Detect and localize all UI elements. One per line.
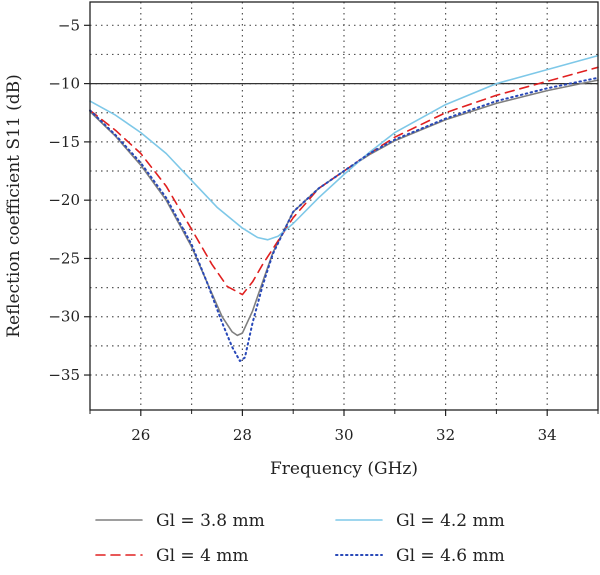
x-tick-label: 34 bbox=[538, 426, 557, 444]
grid-lines bbox=[90, 2, 598, 410]
x-tick-label: 28 bbox=[233, 426, 252, 444]
y-axis-title: Reflection coefficient S11 (dB) bbox=[4, 74, 24, 338]
legend-label-3: Gl = 4.2 mm bbox=[396, 511, 505, 531]
x-tick-label: 30 bbox=[334, 426, 353, 444]
series-line-3 bbox=[89, 54, 599, 241]
x-axis-title: Frequency (GHz) bbox=[270, 459, 418, 479]
y-tick-label: −35 bbox=[48, 366, 80, 384]
y-tick-label: −10 bbox=[48, 75, 80, 93]
y-tick-label: −20 bbox=[48, 191, 80, 209]
legend-label-1: Gl = 3.8 mm bbox=[156, 511, 265, 531]
axis-ticks: 26 28 30 32 34 −5 −10 −15 −20 −25 −30 −35 bbox=[48, 16, 599, 444]
y-tick-label: −25 bbox=[48, 249, 80, 267]
y-tick-label: −15 bbox=[48, 133, 80, 151]
series-lines bbox=[89, 54, 599, 362]
series-line-4 bbox=[89, 76, 599, 362]
y-tick-label: −30 bbox=[48, 308, 80, 326]
x-tick-label: 32 bbox=[436, 426, 455, 444]
series-line-2 bbox=[89, 66, 599, 296]
legend-label-2: Gl = 4 mm bbox=[156, 546, 249, 566]
legend: Gl = 3.8 mm Gl = 4.2 mm Gl = 4 mm Gl = 4.6 … bbox=[95, 511, 505, 566]
y-tick-label: −5 bbox=[58, 16, 80, 34]
x-tick-label: 26 bbox=[131, 426, 150, 444]
series-line-1 bbox=[89, 79, 599, 337]
legend-label-4: Gl = 4.6 mm bbox=[396, 546, 505, 566]
